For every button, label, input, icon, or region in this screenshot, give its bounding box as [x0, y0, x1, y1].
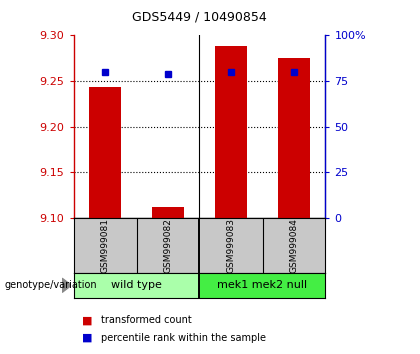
Polygon shape [62, 278, 71, 292]
Bar [89, 87, 121, 218]
Text: GSM999082: GSM999082 [163, 218, 173, 273]
Bar [215, 46, 247, 218]
Text: GSM999081: GSM999081 [100, 218, 110, 273]
Text: percentile rank within the sample: percentile rank within the sample [101, 333, 266, 343]
Text: ■: ■ [82, 315, 92, 325]
Text: genotype/variation: genotype/variation [4, 280, 97, 290]
Text: ■: ■ [82, 333, 92, 343]
Bar [74, 273, 200, 298]
Bar [278, 58, 310, 218]
Text: mek1 mek2 null: mek1 mek2 null [218, 280, 307, 290]
Bar [152, 207, 184, 218]
Text: GSM999083: GSM999083 [226, 218, 236, 273]
Bar [200, 273, 326, 298]
Text: GSM999084: GSM999084 [289, 218, 299, 273]
Text: wild type: wild type [111, 280, 162, 290]
Text: GDS5449 / 10490854: GDS5449 / 10490854 [132, 11, 267, 24]
Text: transformed count: transformed count [101, 315, 192, 325]
